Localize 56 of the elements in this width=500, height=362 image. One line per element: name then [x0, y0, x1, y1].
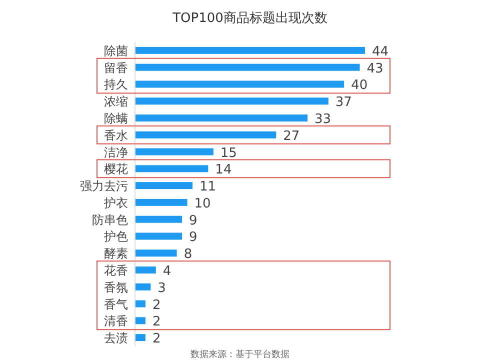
y-tick-label: 留香: [104, 60, 128, 75]
data-label: 15: [220, 146, 237, 161]
data-label: 8: [184, 247, 192, 262]
data-label: 2: [152, 298, 161, 313]
bar: [135, 216, 182, 223]
bar: [135, 283, 151, 290]
data-label: 4: [162, 264, 172, 279]
bar: [135, 317, 146, 324]
data-label: 33: [314, 112, 332, 127]
data-label: 11: [200, 180, 216, 195]
source-note: 数据来源：基于平台数据: [190, 349, 290, 360]
bar: [135, 232, 182, 240]
bar: [135, 98, 328, 105]
data-label: 3: [158, 280, 166, 296]
y-tick-label: 护衣: [103, 196, 128, 210]
y-tick-label: 防串色: [92, 212, 128, 227]
bar: [135, 131, 276, 138]
y-tick-label: 香氛: [104, 280, 128, 294]
data-label: 10: [194, 196, 211, 212]
bar: [135, 182, 192, 190]
y-tick-label: 强力去污: [80, 179, 128, 194]
y-tick-label: 香气: [104, 297, 128, 312]
bar: [135, 266, 156, 274]
data-label: 27: [283, 128, 300, 144]
y-tick-label: 浓缩: [104, 94, 128, 109]
y-tick-label: 清香: [104, 314, 128, 328]
bar: [135, 64, 360, 71]
bar: [135, 148, 214, 156]
bar: [135, 80, 344, 88]
y-tick-label: 香水: [104, 128, 128, 142]
data-label: 9: [189, 213, 198, 228]
y-tick-label: 洁净: [104, 145, 128, 160]
bar: [135, 300, 146, 308]
data-label: 40: [351, 78, 368, 94]
y-tick-label: 去渍: [104, 331, 128, 346]
data-label: 37: [335, 95, 352, 110]
bar: [135, 250, 177, 257]
bar: [135, 198, 188, 206]
bar: [135, 165, 208, 172]
data-label: 43: [366, 61, 384, 76]
chart-title: TOP100商品标题出现次数: [172, 11, 328, 26]
data-label: 44: [372, 44, 389, 60]
data-label: 14: [215, 162, 232, 178]
data-label: 2: [152, 314, 161, 330]
y-tick-label: 花香: [104, 264, 128, 278]
y-tick-label: 除菌: [104, 44, 128, 58]
y-tick-label: 酵素: [104, 246, 128, 261]
y-tick-label: 护色: [103, 230, 128, 244]
data-label: 9: [189, 230, 198, 246]
data-label: 2: [152, 332, 161, 347]
bar: [135, 334, 146, 342]
bar: [135, 114, 308, 122]
y-tick-label: 除螨: [104, 112, 128, 126]
bar: [135, 46, 365, 54]
y-tick-label: 樱花: [104, 162, 128, 176]
y-tick-label: 持久: [104, 78, 128, 92]
